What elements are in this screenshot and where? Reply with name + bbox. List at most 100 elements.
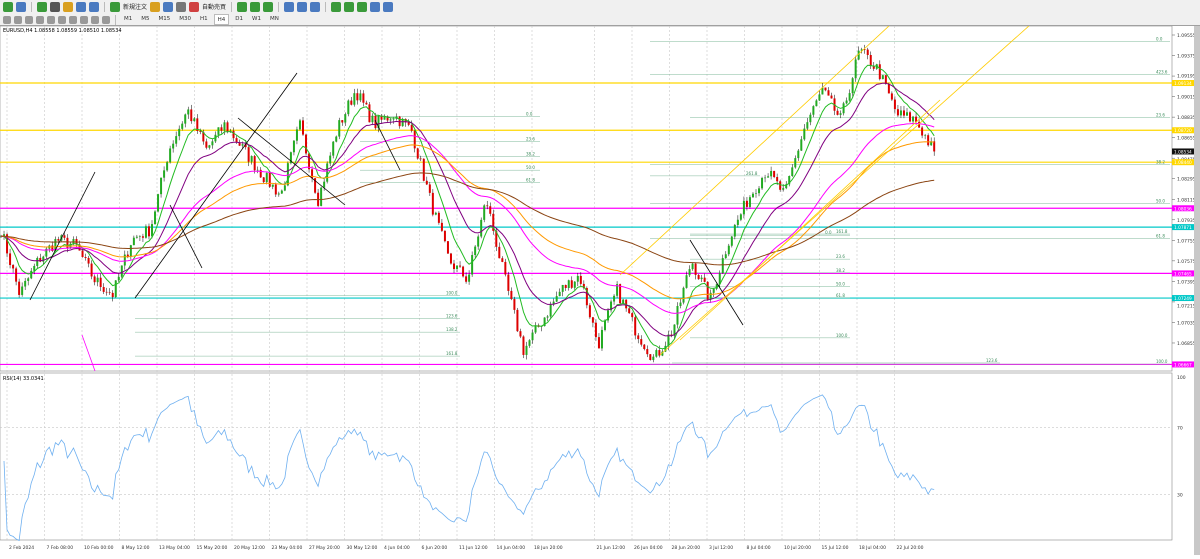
fibonacci-label: 38.2 xyxy=(1156,159,1165,164)
candle-body xyxy=(374,115,377,129)
channel-line[interactable] xyxy=(679,99,941,341)
candle-body xyxy=(453,263,455,270)
terminal-icon[interactable] xyxy=(76,1,86,12)
timeframe-d1[interactable]: D1 xyxy=(235,16,244,22)
candle-body xyxy=(770,170,773,177)
metaeditor-icon[interactable] xyxy=(150,1,161,12)
candle-body xyxy=(36,257,39,266)
candle-body xyxy=(135,236,138,238)
candle-body xyxy=(767,176,770,178)
auto-trading-button[interactable]: 自動売買 xyxy=(202,4,227,11)
price-label-box xyxy=(1172,270,1196,277)
trendline[interactable] xyxy=(374,119,401,171)
candle-body xyxy=(906,112,908,116)
candle-body xyxy=(561,284,564,292)
text-label-icon[interactable] xyxy=(91,15,99,24)
candle-body xyxy=(147,226,150,237)
line-chart-icon[interactable] xyxy=(263,1,274,12)
main-toolbar: 新規注文 自動売買 xyxy=(0,0,394,13)
zoom-in-icon[interactable] xyxy=(284,1,295,12)
channel-line[interactable] xyxy=(659,24,1031,356)
price-chart[interactable]: 2 Feb 2024 7 Feb 08:00 10 Feb 00:00 8 May 1… xyxy=(0,24,1200,555)
periods-icon[interactable] xyxy=(370,1,381,12)
channel-icon[interactable] xyxy=(58,15,66,24)
market-watch-icon[interactable] xyxy=(37,1,47,12)
scrollbar[interactable] xyxy=(1194,26,1200,555)
templates-icon[interactable] xyxy=(383,1,394,12)
candle-body xyxy=(489,206,492,214)
timeframe-m5[interactable]: M5 xyxy=(141,16,150,22)
trendline[interactable] xyxy=(237,117,346,206)
candle-body xyxy=(244,144,247,148)
candle-body xyxy=(21,286,24,295)
candle-body xyxy=(380,115,383,120)
timeframe-m30[interactable]: M30 xyxy=(179,16,191,22)
candle-body xyxy=(163,170,166,178)
candle-body xyxy=(594,322,597,338)
trendline[interactable] xyxy=(29,171,96,301)
tile-windows-icon[interactable] xyxy=(310,1,321,12)
account-icon[interactable] xyxy=(163,1,174,12)
navigator-icon[interactable] xyxy=(63,1,73,12)
trendline[interactable] xyxy=(134,72,298,299)
candle-body xyxy=(751,193,754,198)
chart-window[interactable]: 2 Feb 2024 7 Feb 08:00 10 Feb 00:00 8 May 1… xyxy=(0,24,1200,555)
candle-body xyxy=(111,292,114,298)
time-axis-label: 13 May 04:00 xyxy=(159,545,190,551)
candle-body xyxy=(39,257,42,262)
zoom-out-icon[interactable] xyxy=(297,1,308,12)
candle-body xyxy=(727,245,730,255)
time-axis-label: 8 May 12:00 xyxy=(122,545,150,551)
timeframe-m1[interactable]: M1 xyxy=(124,16,133,22)
chart-shift-icon[interactable] xyxy=(344,1,355,12)
trendline[interactable] xyxy=(81,334,96,372)
timeframe-h4[interactable]: H4 xyxy=(213,14,230,25)
price-label-box xyxy=(1172,224,1196,231)
time-axis-label: 8 Jul 04:00 xyxy=(747,545,771,551)
time-axis-label: 11 Jun 12:00 xyxy=(459,545,488,551)
text-icon[interactable] xyxy=(80,15,88,24)
candle-chart-icon[interactable] xyxy=(250,1,261,12)
crosshair-icon[interactable] xyxy=(14,15,22,24)
signals-icon[interactable] xyxy=(176,1,187,12)
timeframe-h1[interactable]: H1 xyxy=(200,16,208,22)
candle-body xyxy=(534,325,537,333)
toolbar-separator xyxy=(104,1,105,12)
timeframe-m15[interactable]: M15 xyxy=(158,16,171,22)
bar-chart-icon[interactable] xyxy=(237,1,248,12)
trendline[interactable] xyxy=(169,204,203,269)
new-order-icon[interactable] xyxy=(110,1,120,12)
candle-body xyxy=(860,49,863,51)
trendline-icon[interactable] xyxy=(47,15,55,24)
fibonacci-icon[interactable] xyxy=(69,15,77,24)
horizontal-line-icon[interactable] xyxy=(36,15,44,24)
channel-line[interactable] xyxy=(619,24,891,276)
price-level-label: 1.07465 xyxy=(1174,271,1192,277)
trendline[interactable] xyxy=(689,239,744,326)
time-axis-label: 20 May 12:00 xyxy=(234,545,265,551)
crosshair-icon[interactable] xyxy=(50,1,60,12)
time-axis-label: 10 Jul 20:00 xyxy=(784,545,811,551)
arrows-icon[interactable] xyxy=(102,15,110,24)
candle-body xyxy=(851,78,854,94)
timeframe-mn[interactable]: MN xyxy=(269,16,279,22)
price-axis-label: 1.09375 xyxy=(1177,54,1196,60)
candle-body xyxy=(160,177,163,195)
candle-body xyxy=(800,139,803,151)
candle-body xyxy=(564,284,567,288)
autoscroll-icon[interactable] xyxy=(331,1,342,12)
candle-body xyxy=(320,187,323,206)
new-chart-icon[interactable] xyxy=(3,1,13,12)
candle-body xyxy=(631,313,634,318)
candle-body xyxy=(359,93,362,101)
cursor-icon[interactable] xyxy=(3,15,11,24)
vertical-line-icon[interactable] xyxy=(25,15,33,24)
new-order-button[interactable]: 新規注文 xyxy=(123,4,148,11)
indicators-icon[interactable] xyxy=(357,1,368,12)
strategy-tester-icon[interactable] xyxy=(89,1,99,12)
candle-body xyxy=(422,158,425,181)
profiles-icon[interactable] xyxy=(16,1,26,12)
timeframe-w1[interactable]: W1 xyxy=(252,16,261,22)
auto-trading-icon[interactable] xyxy=(189,1,200,12)
fibonacci-label: 161.8 xyxy=(446,351,458,356)
